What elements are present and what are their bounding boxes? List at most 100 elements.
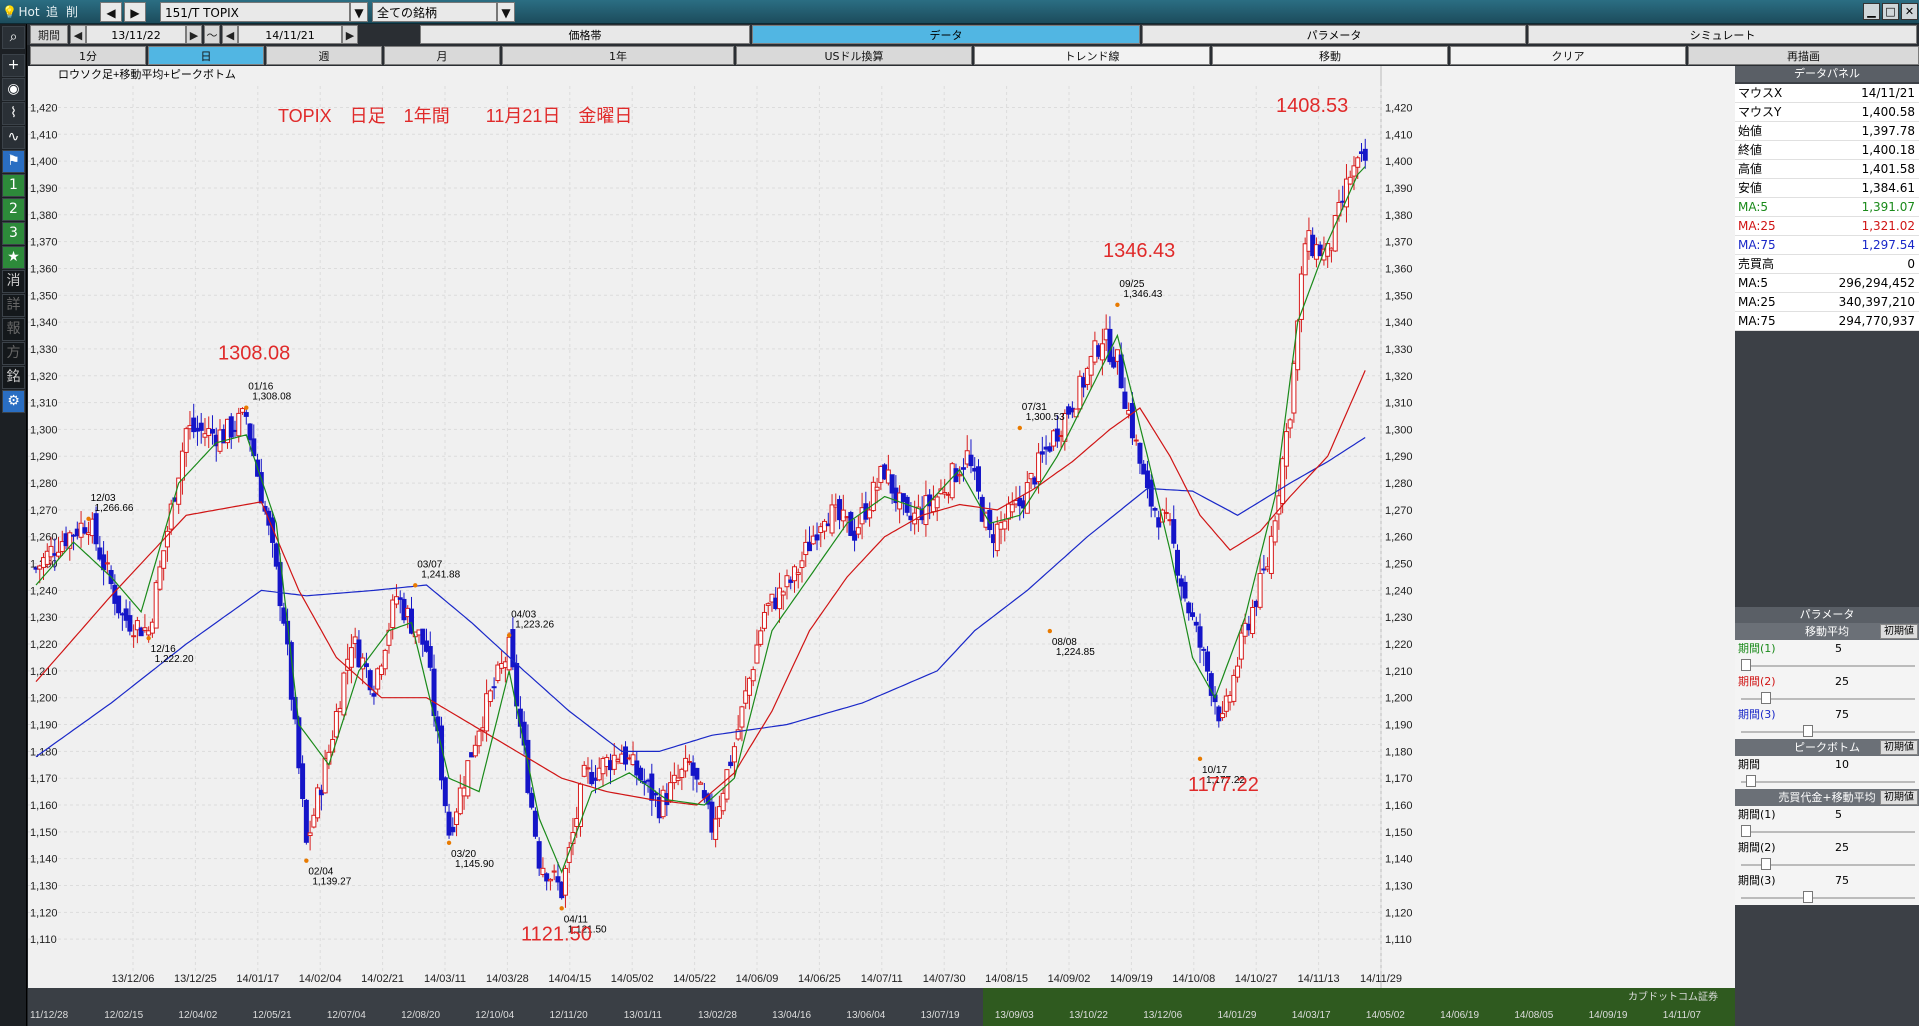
param-slider[interactable] — [1735, 723, 1919, 739]
tab-data[interactable]: データ — [752, 25, 1140, 44]
delete-button[interactable]: 削 — [65, 5, 78, 19]
symbol-field[interactable]: 151/T TOPIX — [160, 2, 350, 22]
camera-icon[interactable]: ◉ — [2, 78, 25, 101]
sidebar-stock[interactable]: 銘 — [2, 366, 25, 389]
hot-button[interactable]: Hot — [18, 5, 40, 19]
slider-thumb[interactable] — [1803, 891, 1814, 903]
slider-thumb[interactable] — [1760, 692, 1771, 704]
indicator-chart-icon[interactable]: ∿ — [2, 126, 25, 149]
tab-simulate[interactable]: シミュレート — [1528, 25, 1917, 44]
chart-area[interactable]: 1,110 1,110 1,120 1,120 1,130 1,130 1,140 1,140… — [28, 66, 1735, 988]
candle-body — [408, 608, 414, 634]
slider-thumb[interactable] — [1741, 659, 1751, 671]
param-slider[interactable] — [1735, 823, 1919, 839]
candle-body — [852, 530, 858, 541]
search-icon[interactable]: ⌕ — [2, 26, 25, 49]
slider-thumb[interactable] — [1745, 775, 1756, 787]
candle-body — [532, 810, 538, 837]
ma5-line — [35, 166, 1366, 874]
candle-body — [1295, 320, 1301, 371]
param-value-input[interactable]: 75 — [1835, 874, 1849, 887]
sidebar-direction[interactable]: 方 — [2, 342, 25, 365]
interval-day[interactable]: 日 — [148, 46, 264, 65]
candle-body — [1332, 215, 1338, 252]
param-row: 期間(1) 5 — [1735, 806, 1919, 823]
usd-convert-button[interactable]: USドル換算 — [736, 46, 972, 65]
trendline-button[interactable]: トレンド線 — [974, 46, 1210, 65]
candlestick-chart[interactable]: 1,110 1,110 1,120 1,120 1,130 1,130 1,140 1,140… — [28, 66, 1735, 988]
param-value-input[interactable]: 5 — [1835, 808, 1842, 821]
from-next-icon[interactable]: ▶ — [186, 25, 202, 44]
scope-dropdown-icon[interactable]: ▼ — [497, 2, 515, 22]
x-tick-label: 14/06/09 — [736, 973, 779, 985]
minimize-icon[interactable]: ▁ — [1863, 3, 1880, 20]
param-row: 期間(2) 25 — [1735, 673, 1919, 690]
param-value-input[interactable]: 25 — [1835, 841, 1849, 854]
date-to-field[interactable]: 14/11/21 — [238, 25, 342, 44]
y-tick-label-left: 1,230 — [30, 612, 58, 624]
interval-month[interactable]: 月 — [384, 46, 500, 65]
reset-button[interactable]: 初期値 — [1880, 790, 1918, 805]
param-slider[interactable] — [1735, 856, 1919, 872]
x-tick-label: 14/06/25 — [798, 973, 841, 985]
slider-thumb[interactable] — [1741, 825, 1751, 837]
from-prev-icon[interactable]: ◀ — [70, 25, 86, 44]
redraw-button[interactable]: 再描画 — [1688, 46, 1919, 65]
next-arrow-icon[interactable]: ▶ — [124, 2, 146, 22]
sidebar-report[interactable]: 報 — [2, 318, 25, 341]
candle-body — [780, 591, 786, 596]
reset-button[interactable]: 初期値 — [1880, 624, 1918, 639]
param-value-input[interactable]: 25 — [1835, 675, 1849, 688]
peak-date: 02/04 — [308, 867, 333, 878]
tab-price-band[interactable]: 価格帯 — [420, 25, 750, 44]
param-slider[interactable] — [1735, 657, 1919, 673]
param-slider[interactable] — [1735, 773, 1919, 789]
param-value-input[interactable]: 10 — [1835, 758, 1849, 771]
scope-select[interactable]: 全ての銘柄 — [372, 2, 497, 22]
sidebar-detail[interactable]: 詳 — [2, 294, 25, 317]
param-slider[interactable] — [1735, 889, 1919, 905]
sidebar-item-1[interactable]: 1 — [2, 174, 25, 197]
param-slider[interactable] — [1735, 690, 1919, 706]
prev-arrow-icon[interactable]: ◀ — [100, 2, 122, 22]
interval-year[interactable]: 1年 — [502, 46, 734, 65]
candle-body — [540, 867, 546, 875]
slider-thumb[interactable] — [1760, 858, 1771, 870]
slider-thumb[interactable] — [1803, 725, 1814, 737]
interval-week[interactable]: 週 — [266, 46, 382, 65]
symbol-dropdown-icon[interactable]: ▼ — [350, 2, 368, 22]
to-next-icon[interactable]: ▶ — [342, 25, 358, 44]
to-prev-icon[interactable]: ◀ — [222, 25, 238, 44]
tab-parameter[interactable]: パラメータ — [1142, 25, 1526, 44]
reset-button[interactable]: 初期値 — [1880, 740, 1918, 755]
star-icon[interactable]: ★ — [2, 246, 25, 269]
slider-track — [1741, 781, 1915, 783]
crosshair-icon[interactable]: + — [2, 54, 25, 77]
candle-body — [243, 412, 249, 417]
timeline-svg[interactable]: 11/12/28 12/02/15 12/04/02 12/05/21 12/07/04… — [28, 988, 1735, 1026]
bulb-icon[interactable]: 💡 — [2, 5, 17, 19]
x-tick-label: 14/11/29 — [1360, 973, 1402, 985]
sidebar-erase[interactable]: 消 — [2, 270, 25, 293]
close-icon[interactable]: ✕ — [1901, 3, 1918, 20]
line-chart-icon[interactable]: ⌇ — [2, 102, 25, 125]
peak-date: 12/16 — [151, 644, 176, 655]
sidebar-item-3[interactable]: 3 — [2, 222, 25, 245]
timeline-strip[interactable]: 11/12/28 12/02/15 12/04/02 12/05/21 12/07/04… — [28, 988, 1735, 1026]
add-button[interactable]: 追 — [45, 5, 58, 19]
candle-body — [1343, 178, 1349, 208]
param-value-input[interactable]: 75 — [1835, 708, 1849, 721]
interval-1min[interactable]: 1分 — [30, 46, 146, 65]
candle-body — [709, 801, 715, 833]
clear-button[interactable]: クリア — [1450, 46, 1686, 65]
move-button[interactable]: 移動 — [1212, 46, 1448, 65]
slider-track — [1741, 731, 1915, 733]
candle-body — [746, 677, 752, 696]
timeline-date: 14/01/29 — [1217, 1010, 1256, 1021]
maximize-icon[interactable]: □ — [1882, 3, 1899, 20]
flag-icon[interactable]: ⚑ — [2, 150, 25, 173]
sidebar-item-2[interactable]: 2 — [2, 198, 25, 221]
gear-icon[interactable]: ⚙ — [2, 390, 25, 413]
param-value-input[interactable]: 5 — [1835, 642, 1842, 655]
date-from-field[interactable]: 13/11/22 — [86, 25, 186, 44]
